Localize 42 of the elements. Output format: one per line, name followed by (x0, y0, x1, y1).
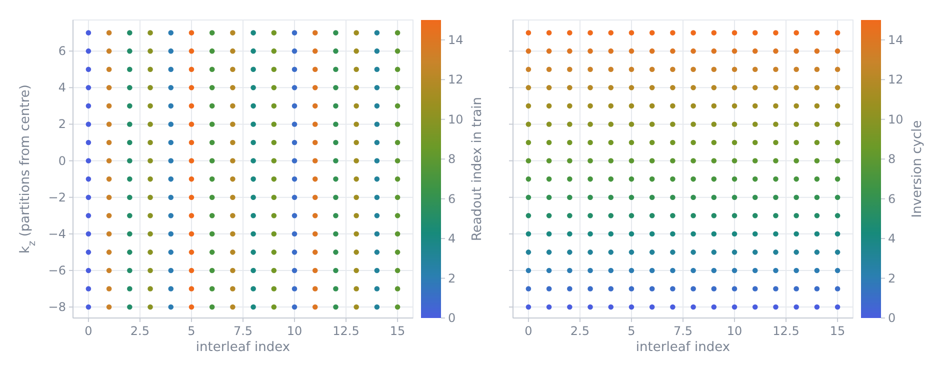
color-bar-label: 10 (888, 112, 904, 126)
color-bar-title: Readout index in train (470, 96, 485, 242)
x-tick-label: 12.5 (332, 324, 360, 338)
color-bar-label: 12 (888, 72, 904, 87)
x-tick-label: 12.5 (772, 324, 800, 338)
color-bar-label: 6 (448, 192, 456, 206)
x-axis-title: interleaf index (196, 340, 290, 355)
x-tick-label: 10 (286, 324, 302, 338)
y-tick-label: −8 (48, 300, 66, 314)
color-bar-label: 14 (888, 32, 904, 47)
color-bar-label: 4 (448, 232, 456, 246)
color-bar-label: 10 (448, 112, 464, 126)
x-tick-label: 0 (84, 324, 92, 338)
x-tick-label: 5 (188, 324, 196, 338)
x-tick-label: 15 (390, 324, 406, 338)
color-bar-label: 12 (448, 72, 464, 87)
color-bar-label: 6 (888, 192, 896, 206)
y-tick-label: 0 (58, 154, 66, 168)
x-tick-label: 0 (524, 324, 532, 338)
color-bar-label: 14 (448, 32, 464, 47)
y-tick-label: −2 (48, 190, 66, 204)
color-bar-title: Inversion cycle (910, 120, 925, 218)
color-bar-label: 2 (448, 271, 456, 286)
y-tick-label: 6 (58, 44, 66, 58)
y-tick-label: 2 (58, 117, 66, 132)
color-bar-label: 2 (888, 271, 896, 286)
color-bar-label: 4 (888, 232, 896, 246)
x-tick-label: 7.5 (673, 324, 693, 338)
x-tick-label: 2.5 (130, 324, 150, 338)
y-tick-label: −4 (48, 226, 66, 241)
x-axis-title: interleaf index (636, 340, 730, 355)
x-tick-label: 10 (726, 324, 742, 338)
x-tick-label: 7.5 (233, 324, 253, 338)
y-tick-label: 4 (58, 80, 66, 95)
color-bar-label: 8 (888, 152, 896, 166)
x-tick-label: 2.5 (570, 324, 590, 338)
color-bar-label: 0 (888, 311, 896, 325)
x-tick-label: 5 (628, 324, 636, 338)
y-tick-label: −6 (48, 263, 66, 278)
color-bar-label: 0 (448, 311, 456, 325)
x-tick-label: 15 (830, 324, 846, 338)
color-bar-label: 8 (448, 152, 456, 166)
